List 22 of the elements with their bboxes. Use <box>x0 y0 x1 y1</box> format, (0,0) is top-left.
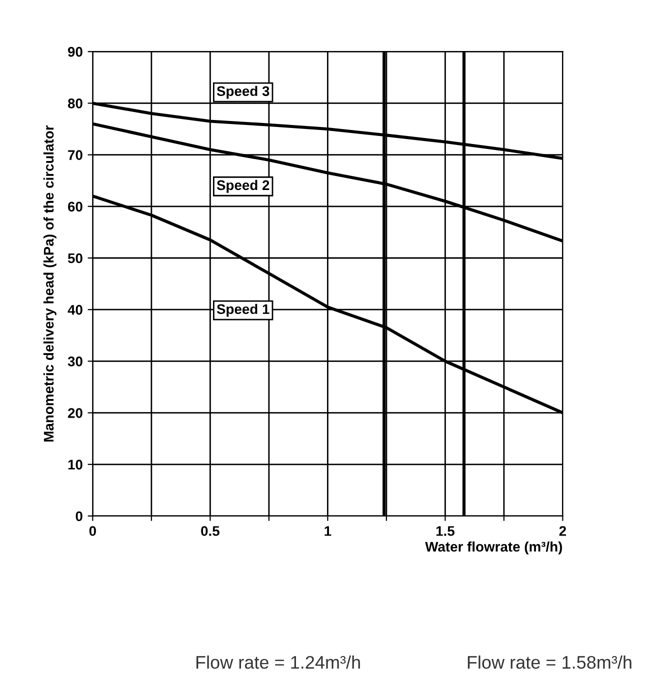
y-tick-label: 20 <box>68 408 82 418</box>
y-tick-label: 10 <box>68 460 82 470</box>
x-tick-label: 2 <box>559 526 566 536</box>
series-label: Speed 3 <box>216 86 270 99</box>
x-axis-title: Water flowrate (m³/h) <box>425 541 562 554</box>
series-label: Speed 1 <box>216 304 270 317</box>
x-tick-label: 1.5 <box>436 526 454 536</box>
x-tick-label: 0 <box>89 526 96 536</box>
y-tick-label: 80 <box>68 98 82 108</box>
y-tick-label: 90 <box>68 46 82 57</box>
y-tick-label: 60 <box>68 202 82 212</box>
text: Flow rate = 1.58m³/h <box>468 656 632 669</box>
y-tick-label: 40 <box>68 304 82 315</box>
y-axis-title: Manometric delivery head (kPa) of the circulator <box>43 125 56 442</box>
x-tick-label: 1 <box>324 526 332 536</box>
y-tick-label: 70 <box>68 150 82 160</box>
y-tick-label: 50 <box>68 253 82 264</box>
y-tick-label: 0 <box>76 511 82 522</box>
y-tick-label: 30 <box>68 356 82 366</box>
series-label: Speed 2 <box>216 180 270 193</box>
x-tick-label: 0.5 <box>201 526 220 536</box>
text: Flow rate = 1.24m³/h <box>196 656 360 669</box>
